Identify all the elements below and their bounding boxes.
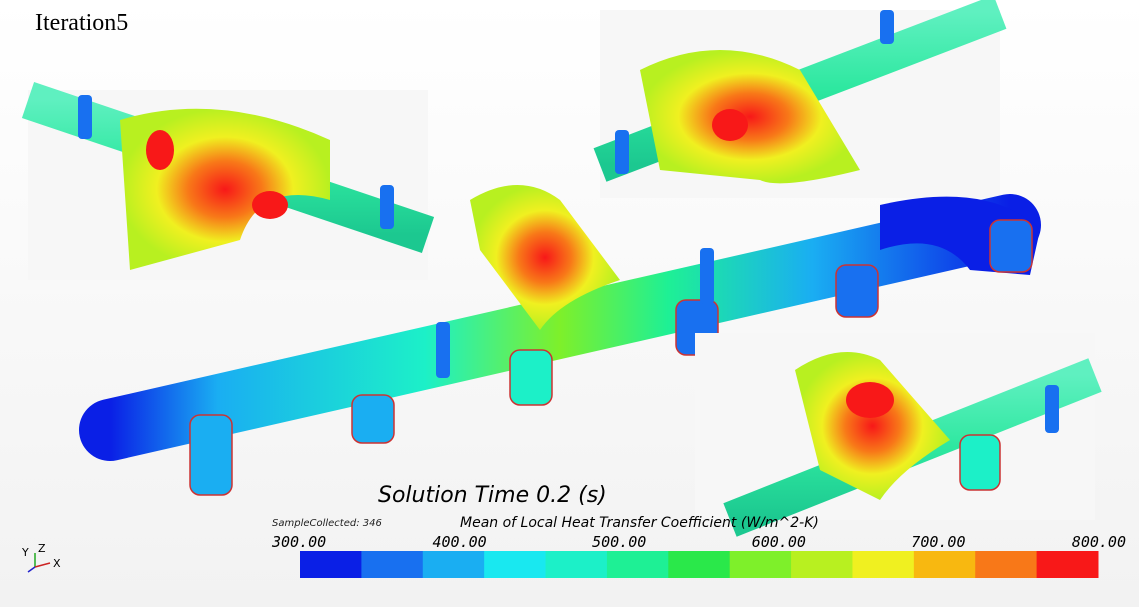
colorbar-swatch [607,551,669,578]
colorbar-swatch [300,551,362,578]
title: Iteration5 [35,10,128,36]
triad-y: Y [21,546,29,559]
colorbar-tick-label: 800.00 [1072,533,1126,551]
colorbar-label: Mean of Local Heat Transfer Coefficient … [460,515,819,531]
triad-z: Z [38,542,46,555]
colorbar-swatch [914,551,976,578]
triad-x: X [53,557,61,570]
inset-top-right [600,10,1000,198]
solution-time: Solution Time 0.2 (s) [378,483,607,508]
colorbar-swatch [484,551,546,578]
colorbar-tick-label: 600.00 [752,533,806,551]
colorbar-tick-label: 300.00 [271,533,326,551]
colorbar-tick-label: 700.00 [911,533,965,551]
colorbar-swatch [668,551,730,578]
colorbar-swatch [546,551,608,578]
colorbar-swatch [975,551,1037,578]
render: Y Z X Iteration5 Solution Time 0.2 (s) S… [0,0,1139,607]
colorbar-swatch [423,551,485,578]
sample-collected: SampleCollected: 346 [272,518,382,529]
colorbar: 300.00 400.00 500.00 600.00 700.00 800.00 [271,533,1126,578]
colorbar-tick-label: 500.00 [592,533,646,551]
colorbar-swatch [730,551,792,578]
screenshot: Y Z X Iteration5 Solution Time 0.2 (s) S… [0,0,1139,607]
inset-left [28,90,428,280]
colorbar-swatch [1037,551,1099,578]
inset-bottom-right [695,333,1095,520]
colorbar-swatch [791,551,853,578]
colorbar-swatch [361,551,423,578]
colorbar-tick-label: 400.00 [433,533,487,551]
colorbar-swatch [852,551,914,578]
axes-triad: Y Z X [21,542,61,572]
